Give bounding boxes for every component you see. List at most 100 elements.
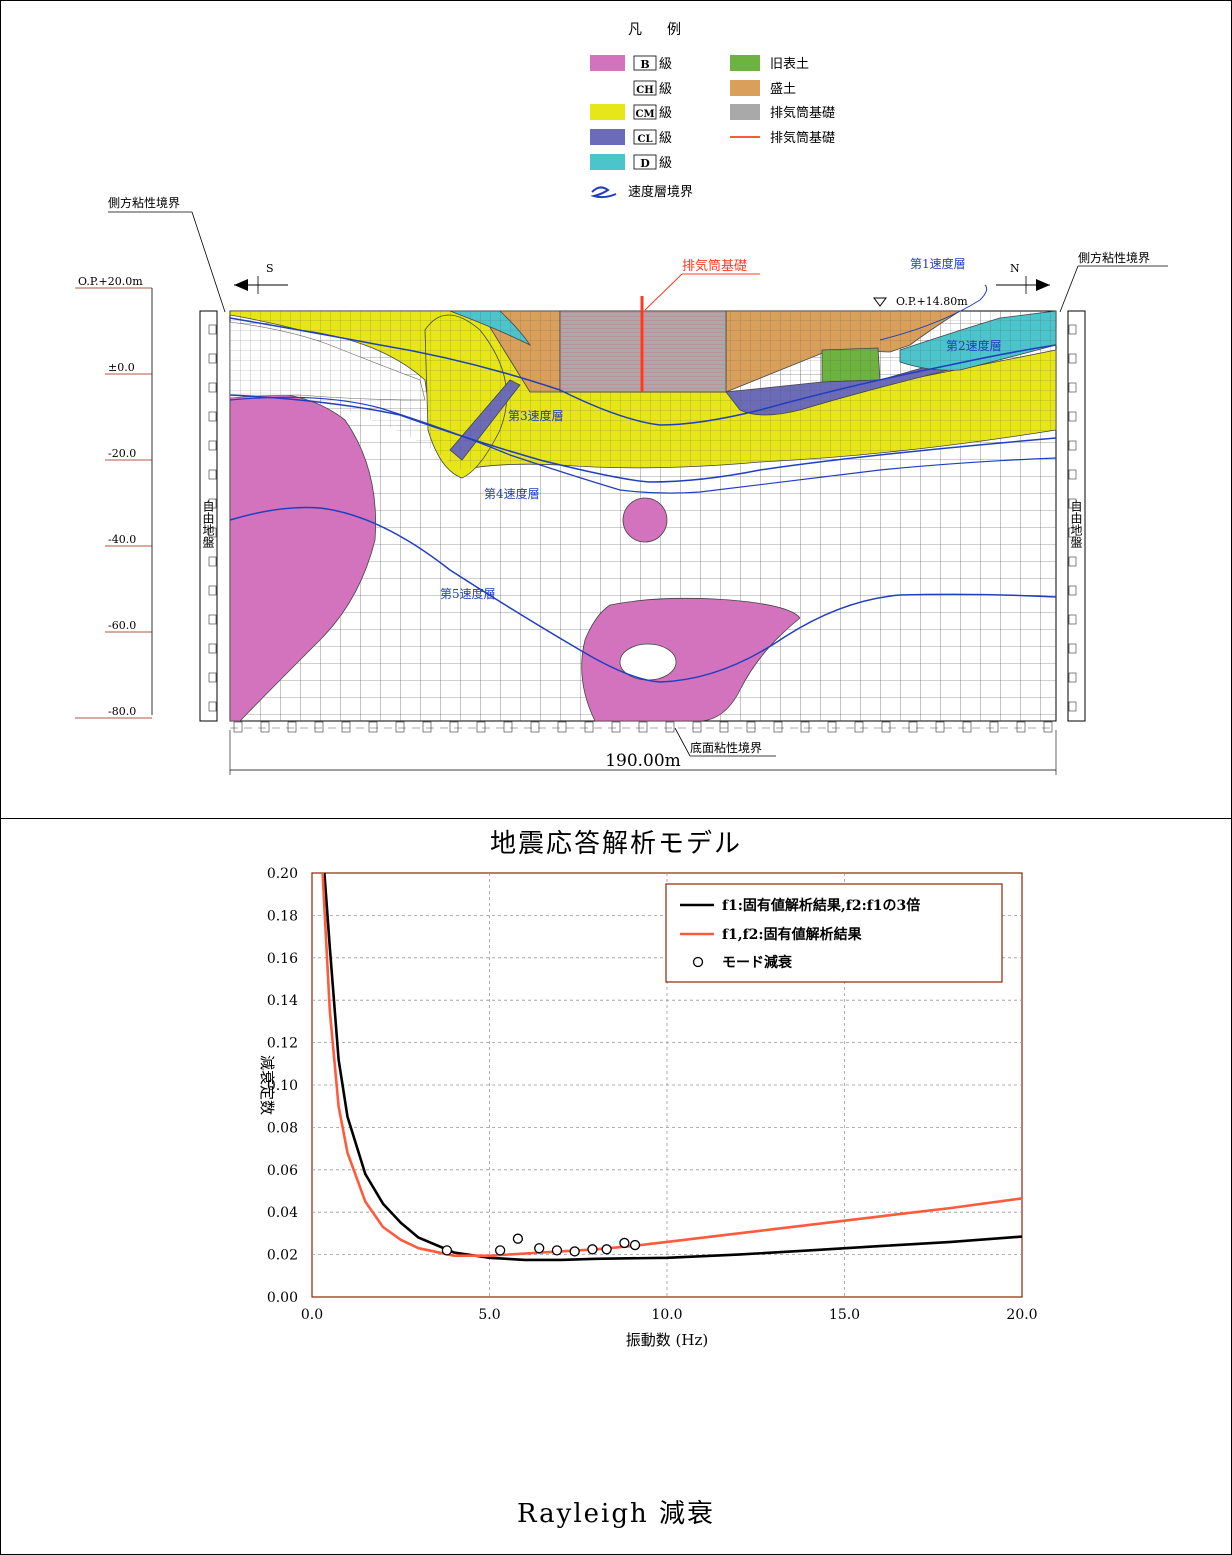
elev-label: -60.0: [108, 619, 136, 632]
y-tick-label: 0.18: [267, 908, 298, 924]
mode-damping-point: [534, 1243, 545, 1254]
legend-label-stack-foundation: 排気筒基礎: [770, 105, 835, 121]
free-field-left: [199, 310, 218, 722]
legend-swatch-fill: [730, 80, 760, 96]
dashpot-symbol: [1043, 721, 1053, 733]
legend-code-box: [633, 154, 657, 170]
side-dashpot-symbol: [1068, 411, 1077, 422]
legend-label-stack-line: 排気筒基礎: [770, 130, 835, 146]
side-dashpot-symbol: [1068, 701, 1077, 712]
mode-damping-point: [494, 1245, 506, 1256]
dashpot-symbol: [233, 721, 243, 733]
legend-swatch-old-topsoil: [730, 55, 760, 71]
dashpot-symbol: [638, 721, 648, 733]
dashpot-symbol: [395, 721, 405, 733]
x-tick-label: 20.0: [1006, 1307, 1037, 1323]
side-dashpot-symbol: [1068, 527, 1077, 538]
side-dashpot-symbol: [1068, 614, 1077, 625]
free-field-right: [1067, 310, 1086, 722]
mode-damping-point: [569, 1246, 580, 1257]
legend-label-cm: 級: [659, 106, 672, 121]
legend-marker-circle: [692, 956, 704, 968]
side-dashpot-symbol: [208, 643, 217, 654]
legend-label-d: 級: [659, 156, 672, 171]
dashpot-symbol: [260, 721, 270, 733]
side-dashpot-symbol: [208, 324, 217, 335]
legend-code-box: [633, 129, 657, 145]
dir-s-label: S: [266, 262, 274, 275]
side-boundary-left-label: 側方粘性境界: [108, 195, 180, 210]
legend-entry-label: f1,f2:固有値解析結果: [722, 926, 863, 943]
side-dashpot-symbol: [208, 469, 217, 480]
dashpot-symbol: [476, 721, 486, 733]
dashpot-symbol: [800, 721, 810, 733]
layer-label-1: 第1速度層: [910, 256, 966, 271]
analysis-model-diagram: 凡 例 B 級 CH 級 CM 級 CL 級 D 級 速度層境界 旧表土 盛土 …: [75, 22, 1168, 775]
dashpot-symbol: [719, 721, 729, 733]
legend-swatch-b: [590, 55, 625, 71]
y-tick-label: 0.20: [267, 866, 298, 882]
y-tick-label: 0.10: [267, 1078, 298, 1094]
legend-swatch-cl: [590, 129, 625, 145]
mode-damping-point: [551, 1245, 563, 1256]
x-tick-label: 10.0: [651, 1307, 682, 1323]
legend-swatch-ch: [590, 80, 625, 96]
y-tick-label: 0.02: [267, 1248, 298, 1264]
legend-code-cl: CL: [638, 134, 653, 145]
mode-damping-point: [587, 1244, 598, 1255]
legend-boundary-label: 速度層境界: [628, 184, 693, 200]
side-dashpot-symbol: [1068, 585, 1077, 596]
elev-label: -80.0: [108, 705, 136, 718]
x-tick-label: 0.0: [301, 1307, 323, 1323]
side-dashpot-symbol: [1068, 382, 1077, 393]
free-field-right-label: 自由地盤: [1069, 500, 1083, 548]
y-tick-label: 0.06: [267, 1163, 298, 1179]
dashpot-symbol: [503, 721, 513, 733]
dashpot-symbol: [287, 721, 297, 733]
dashpot-symbol: [962, 721, 972, 733]
side-dashpot-symbol: [1068, 324, 1077, 335]
dashpot-symbol: [773, 721, 783, 733]
dashpot-symbol: [611, 721, 621, 733]
dashpot-symbol: [827, 721, 837, 733]
side-dashpot-symbol: [208, 382, 217, 393]
dashpot-symbol: [557, 721, 567, 733]
legend-label-b: 級: [659, 57, 672, 72]
elev-label: -40.0: [108, 533, 136, 546]
side-dashpot-symbol: [1068, 556, 1077, 567]
elev-label: ±0.0: [108, 361, 135, 374]
x-axis-label: 振動数 (Hz): [626, 1331, 708, 1349]
side-dashpot-symbol: [208, 498, 217, 509]
x-tick-label: 5.0: [478, 1307, 500, 1323]
dashpot-symbol: [341, 721, 351, 733]
side-dashpot-symbol: [1068, 498, 1077, 509]
elev-label: O.P.+20.0m: [78, 275, 143, 288]
side-dashpot-symbol: [208, 585, 217, 596]
elevation-scale: O.P.+20.0m ±0.0 -20.0 -40.0 -60.0 -80.0: [75, 275, 153, 719]
dashpot-symbol: [530, 721, 540, 733]
legend-code-d: D: [640, 157, 650, 170]
direction-n-arrow: N: [996, 262, 1050, 294]
legend-entry-label: f1:固有値解析結果,f2:f1の3倍: [722, 897, 920, 914]
side-dashpot-symbol: [208, 614, 217, 625]
legend-title-a: 凡: [628, 22, 642, 38]
dashpot-symbol: [854, 721, 864, 733]
elev-label: -20.0: [108, 447, 136, 460]
side-boundary-right-label: 側方粘性境界: [1078, 250, 1150, 265]
side-dashpot-symbol: [208, 701, 217, 712]
legend-code-box: [633, 104, 657, 120]
dashpot-symbol: [908, 721, 918, 733]
side-dashpot-symbol: [208, 353, 217, 364]
layer-label-5: 第5速度層: [440, 586, 496, 601]
y-tick-label: 0.08: [267, 1120, 298, 1136]
dashpot-symbol: [746, 721, 756, 733]
side-dashpot-symbol: [208, 440, 217, 451]
series-line-red: [321, 872, 1023, 1257]
level-triangle-icon: [873, 297, 887, 307]
layer-label-2: 第2速度層: [946, 338, 1002, 353]
section-divider: [0, 818, 1232, 819]
legend-entry-label: モード減衰: [722, 954, 793, 971]
y-axis-label: 減衰定数: [258, 1055, 276, 1115]
width-label: 190.00m: [605, 751, 681, 771]
ground-model: [229, 284, 1057, 722]
